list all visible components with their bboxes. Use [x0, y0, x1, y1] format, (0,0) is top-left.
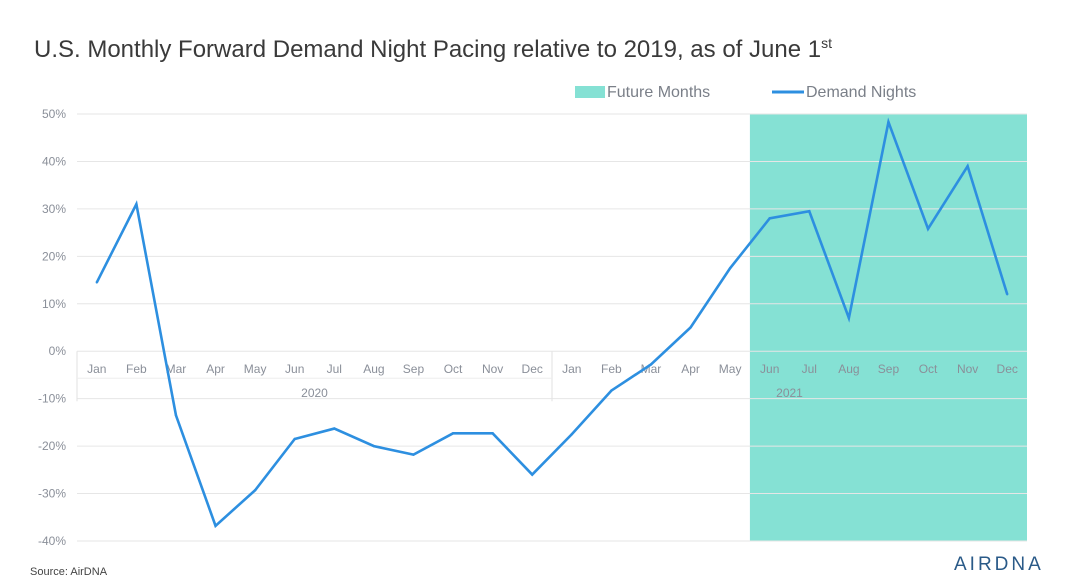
- data-point: [372, 444, 376, 448]
- legend-label-future-months: Future Months: [607, 84, 710, 101]
- data-point: [451, 432, 455, 435]
- x-tick-label: Jul: [802, 362, 817, 376]
- x-tick-label: Jan: [562, 362, 581, 376]
- data-point: [649, 363, 653, 366]
- x-tick-label: Aug: [838, 362, 859, 376]
- data-point: [610, 389, 613, 392]
- data-point: [887, 120, 890, 124]
- x-tick-label: Jun: [285, 362, 304, 376]
- data-point: [135, 202, 138, 206]
- data-point: [491, 432, 494, 435]
- x-tick-label: Nov: [957, 362, 978, 376]
- y-tick-label: -10%: [38, 392, 66, 406]
- y-tick-label: -30%: [38, 487, 66, 501]
- y-tick-label: -20%: [38, 439, 66, 453]
- data-point: [570, 433, 573, 436]
- x-tick-label: Apr: [681, 362, 700, 376]
- x-tick-label: Apr: [206, 362, 225, 376]
- y-tick-label: 10%: [42, 297, 66, 311]
- x-tick-label: May: [719, 362, 742, 376]
- x-tick-label: May: [244, 362, 267, 376]
- data-point: [768, 217, 771, 220]
- x-tick-label: Sep: [878, 362, 900, 376]
- x-tick-label: Jul: [327, 362, 342, 376]
- data-point: [253, 489, 257, 492]
- x-tick-label: Mar: [641, 362, 662, 376]
- x-tick-label: Feb: [601, 362, 622, 376]
- y-tick-label: 30%: [42, 202, 66, 216]
- data-point: [966, 164, 969, 168]
- airdna-logo: AIRDNA: [954, 554, 1044, 575]
- demand-nights-line: [95, 117, 1009, 529]
- data-point: [1006, 293, 1009, 296]
- x-tick-label: Dec: [522, 362, 543, 376]
- data-point: [808, 210, 811, 213]
- data-point: [174, 414, 178, 417]
- future-months-area: [749, 114, 1027, 541]
- x-tick-label: Oct: [919, 362, 938, 376]
- y-tick-label: 40%: [42, 154, 66, 168]
- x-tick-label: Dec: [997, 362, 1018, 376]
- source-note: Source: AirDNA: [30, 566, 108, 578]
- chart-title: U.S. Monthly Forward Demand Night Pacing…: [34, 35, 832, 63]
- legend-label-demand-nights: Demand Nights: [806, 84, 916, 101]
- legend-swatch-future-months: [575, 86, 605, 98]
- x-tick-label: Mar: [166, 362, 187, 376]
- data-point: [293, 437, 296, 441]
- y-tick-label: 0%: [49, 344, 67, 358]
- data-point: [95, 281, 98, 284]
- data-point: [689, 326, 692, 329]
- x-tick-label: Jan: [87, 362, 106, 376]
- x-tick-label: Jun: [760, 362, 779, 376]
- data-point: [412, 453, 415, 456]
- data-point: [728, 266, 732, 270]
- y-tick-label: -40%: [38, 534, 66, 548]
- x-tick-label: Feb: [126, 362, 147, 376]
- x-tick-label: Oct: [444, 362, 463, 376]
- data-point: [926, 227, 930, 231]
- y-tick-label: 20%: [42, 249, 66, 263]
- x-tick-label: Aug: [363, 362, 384, 376]
- data-point: [214, 524, 217, 528]
- year-label: 2021: [776, 386, 803, 400]
- data-point: [531, 473, 534, 476]
- data-point: [847, 316, 851, 320]
- y-tick-label: 50%: [42, 107, 66, 121]
- x-tick-label: Nov: [482, 362, 503, 376]
- x-tick-label: Sep: [403, 362, 425, 376]
- year-label: 2020: [301, 386, 328, 400]
- data-point: [333, 427, 336, 430]
